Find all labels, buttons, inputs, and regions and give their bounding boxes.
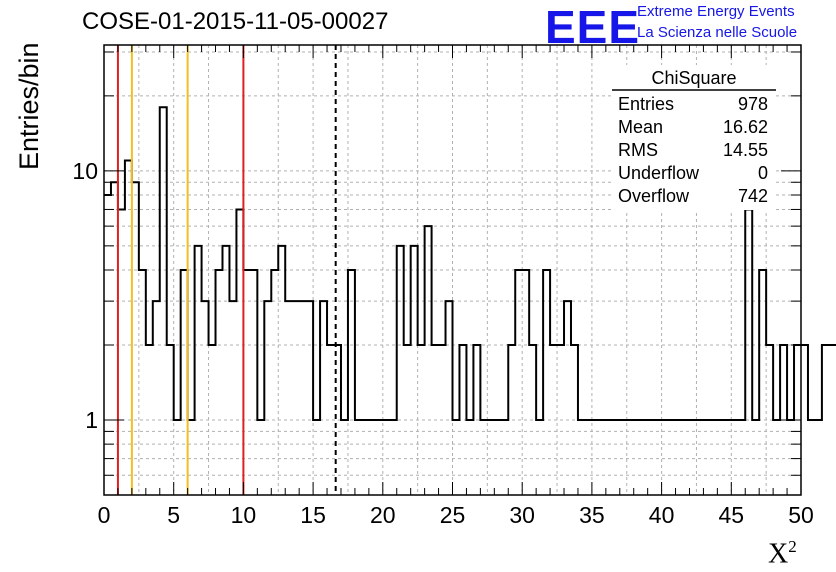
stats-row-label: Underflow	[618, 163, 700, 183]
x-axis-label-base: X	[768, 538, 789, 570]
x-tick-label: 15	[300, 502, 326, 528]
x-tick-label: 40	[649, 502, 675, 528]
x-tick-label: 5	[167, 502, 180, 528]
x-tick-label: 20	[370, 502, 396, 528]
stats-row-label: Mean	[618, 117, 663, 137]
y-tick-label: 10	[72, 158, 98, 184]
stats-row-value: 0	[758, 163, 768, 183]
stats-row-label: Overflow	[618, 186, 690, 206]
x-tick-label: 10	[231, 502, 257, 528]
x-axis-label-sup: 2	[788, 537, 797, 556]
y-axis-label: Entries/bin	[14, 42, 44, 170]
logo-line-2: La Scienza nelle Scuole	[637, 24, 798, 41]
x-tick-label: 35	[579, 502, 605, 528]
x-tick-label: 45	[719, 502, 745, 528]
histogram-line	[104, 106, 836, 421]
stats-row-value: 16.62	[723, 117, 768, 137]
chart-title: COSE-01-2015-11-05-00027	[82, 8, 389, 35]
stats-row-value: 14.55	[723, 140, 768, 160]
stats-row-label: Entries	[618, 94, 674, 114]
stats-row-value: 978	[738, 94, 768, 114]
x-axis-label: X2	[768, 537, 797, 570]
stats-row-value: 742	[738, 186, 768, 206]
logo-line-1: Extreme Energy Events	[637, 3, 795, 20]
stats-box-title: ChiSquare	[651, 68, 736, 88]
x-tick-label: 30	[509, 502, 535, 528]
x-tick-label: 50	[788, 502, 814, 528]
x-tick-label: 25	[440, 502, 466, 528]
x-tick-label: 0	[98, 502, 111, 528]
stats-row-label: RMS	[618, 140, 658, 160]
stats-box-bg	[612, 65, 776, 210]
eee-logo: EEE	[545, 1, 641, 53]
y-tick-label: 1	[85, 407, 98, 433]
